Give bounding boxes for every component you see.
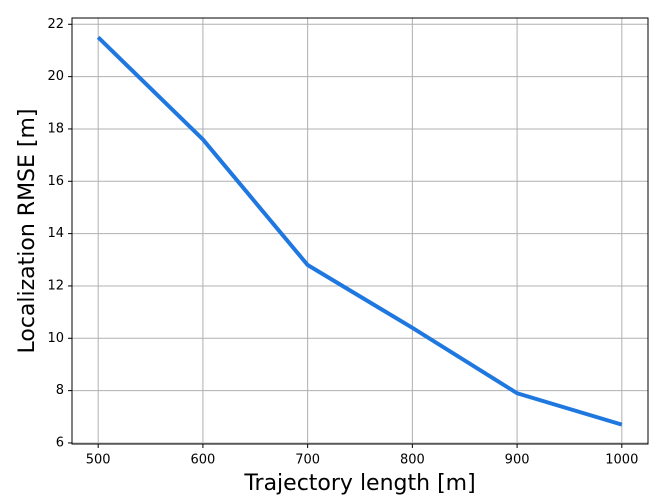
y-tick-label: 22 [47,17,64,32]
y-tick-label: 8 [56,383,64,398]
x-tick-label: 1000 [605,453,638,468]
y-tick-label: 14 [47,226,64,241]
x-tick-label: 900 [505,453,530,468]
x-axis-label: Trajectory length [m] [243,471,475,496]
y-axis-label: Localization RMSE [m] [15,108,40,353]
x-tick-label: 800 [400,453,425,468]
y-tick-label: 12 [47,278,64,293]
x-tick-label: 500 [86,453,111,468]
y-tick-label: 16 [47,174,64,189]
y-tick-label: 18 [47,121,64,136]
x-tick-label: 600 [190,453,215,468]
y-tick-label: 20 [47,69,64,84]
y-tick-label: 10 [47,331,64,346]
line [96,35,623,427]
plot-frame [71,17,649,445]
x-tick-label: 700 [295,453,320,468]
y-tick-label: 6 [56,435,64,450]
